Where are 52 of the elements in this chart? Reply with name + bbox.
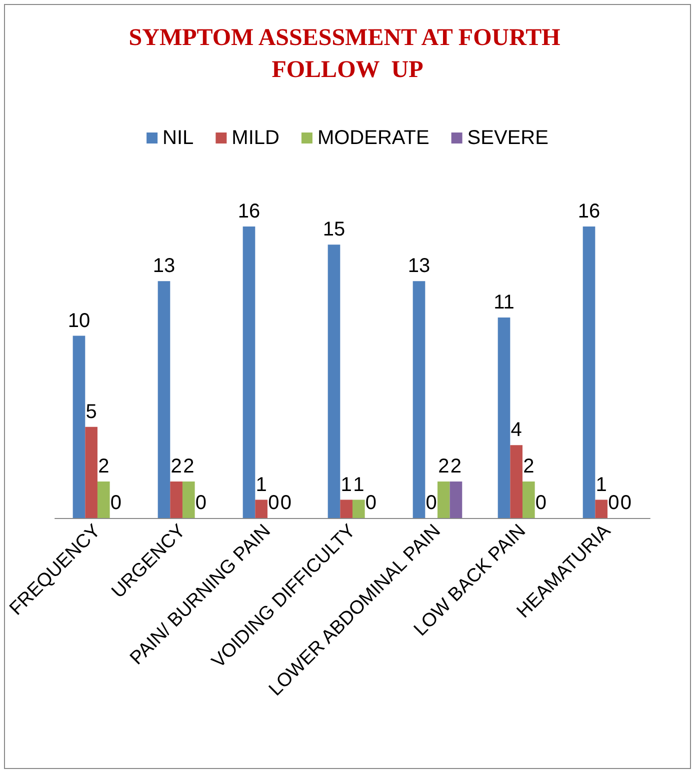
data-label: 2: [98, 456, 110, 478]
bar: [340, 500, 352, 518]
data-label: 0: [535, 492, 547, 514]
legend-label: MILD: [232, 127, 280, 149]
bar: [510, 445, 522, 518]
bar: [72, 336, 86, 518]
data-label: 1: [596, 474, 607, 496]
data-label: 10: [68, 310, 90, 332]
data-label: 13: [408, 255, 430, 278]
data-label: 2: [183, 456, 194, 478]
bar: [450, 482, 462, 518]
data-label: 4: [510, 419, 522, 442]
bar: [352, 500, 365, 518]
data-label: 16: [238, 200, 260, 222]
data-label: 1: [353, 474, 364, 496]
data-label: 2: [170, 456, 182, 478]
bar: [158, 281, 170, 518]
data-label: 5: [86, 400, 97, 423]
data-label: 1: [256, 474, 267, 496]
data-label: 0: [280, 492, 292, 514]
bar: [255, 500, 268, 518]
data-label: 0: [365, 492, 377, 514]
chart-title: SYMPTOM ASSESSMENT AT FOURTH FOLLOW UP: [128, 25, 566, 83]
data-label: 2: [523, 456, 534, 478]
legend-label: SEVERE: [467, 127, 548, 149]
data-label: 0: [426, 492, 437, 514]
bar: [242, 226, 256, 518]
bar: [97, 482, 110, 518]
bar: [182, 482, 195, 518]
data-label: 2: [438, 456, 450, 478]
bar: [412, 281, 426, 518]
data-label: 16: [578, 200, 600, 222]
bar: [595, 500, 608, 518]
bar: [170, 482, 182, 518]
bar: [85, 426, 98, 518]
bar: [498, 318, 510, 518]
legend-label: NIL: [162, 127, 194, 149]
bar: [437, 482, 450, 518]
bar: [522, 482, 535, 518]
data-label: 0: [110, 492, 122, 514]
data-label: 0: [608, 492, 620, 514]
bar: [328, 244, 340, 518]
data-label: 0: [620, 492, 632, 514]
data-label: 13: [152, 255, 176, 278]
data-label: 2: [450, 456, 462, 478]
data-label: 1: [340, 474, 352, 496]
legend-label: MODERATE: [317, 127, 430, 149]
data-label: 11: [494, 292, 514, 314]
data-label: 0: [268, 492, 280, 514]
data-label: 15: [322, 218, 346, 241]
data-label: 0: [195, 492, 207, 514]
bar: [582, 226, 596, 518]
